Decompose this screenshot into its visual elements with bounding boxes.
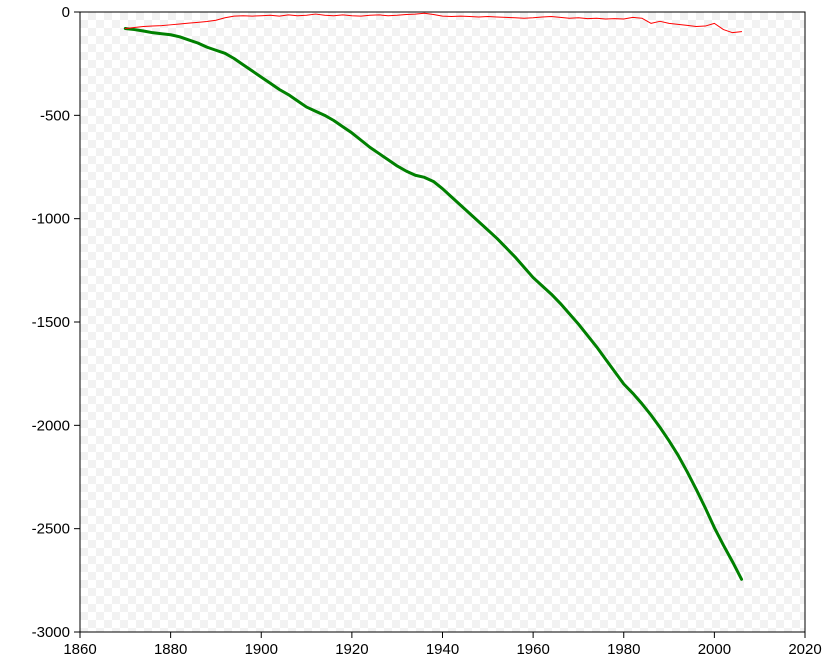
x-tick-label: 1980 (607, 641, 640, 658)
line-chart: 1860 1880 1900 1920 1940 1960 1980 2000 2020 0 -50… (0, 0, 840, 672)
y-tick-label: -1500 (32, 314, 70, 331)
y-tick-label: -500 (40, 107, 70, 124)
x-tick-label: 1880 (154, 641, 187, 658)
x-tick-label: 1920 (335, 641, 368, 658)
series-cumulative (125, 29, 741, 580)
chart-svg: 1860 1880 1900 1920 1940 1960 1980 2000 2020 0 -50… (0, 0, 840, 672)
y-tick-label: 0 (62, 4, 70, 21)
y-tick-label: -3000 (32, 624, 70, 641)
y-tick-label: -2000 (32, 417, 70, 434)
plot-border (80, 12, 805, 632)
x-tick-label: 1900 (245, 641, 278, 658)
series-annual (125, 13, 741, 32)
x-tick-label: 1960 (516, 641, 549, 658)
x-tick-label: 2020 (788, 641, 821, 658)
x-tick-label: 1860 (63, 641, 96, 658)
y-tick-label: -1000 (32, 211, 70, 228)
y-tick-label: -2500 (32, 521, 70, 538)
x-tick-label: 1940 (426, 641, 459, 658)
x-tick-label: 2000 (698, 641, 731, 658)
